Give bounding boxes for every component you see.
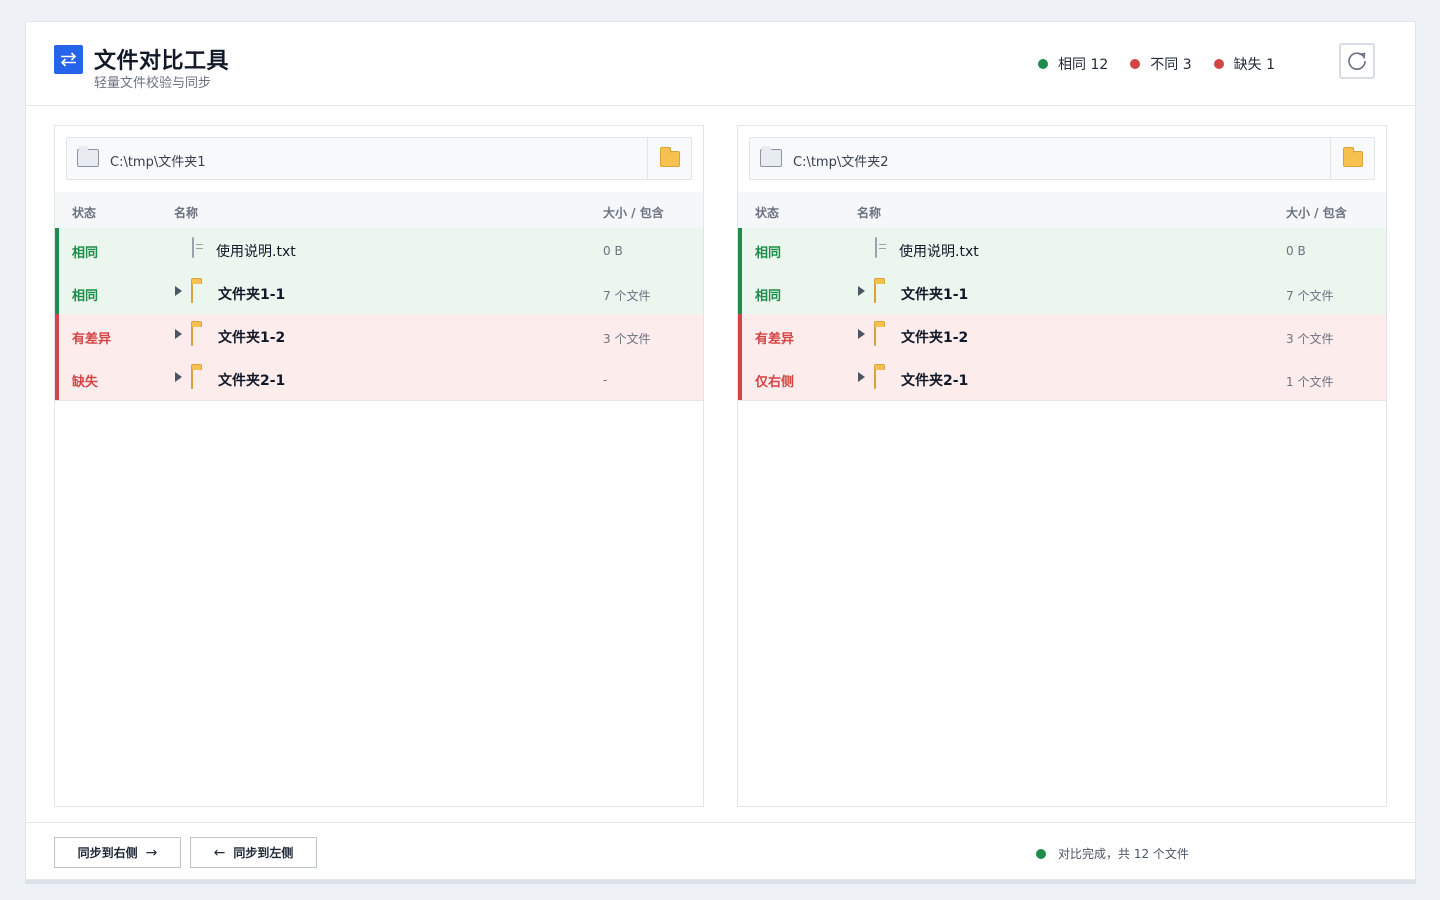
folder-icon (874, 368, 876, 389)
sync-to-left-label: 同步到左侧 (233, 846, 294, 860)
row-name: 文件夹2-1 (218, 373, 286, 389)
stat-missing: 缺失 1 (1213, 54, 1275, 74)
footer-bar: 同步到右侧 → ← 同步到左侧 对比完成，共 12 个文件 (26, 822, 1415, 880)
row-status: 相同 (755, 246, 782, 261)
row-name: 文件夹1-2 (901, 330, 969, 346)
row-name: 文件夹2-1 (901, 373, 969, 389)
status-dot-icon (1038, 59, 1049, 69)
refresh-icon (1348, 52, 1366, 70)
status-dot-icon (1036, 848, 1046, 859)
file-icon (875, 237, 877, 258)
row-size: 0 B (603, 244, 623, 258)
expand-triangle-icon[interactable] (858, 329, 865, 339)
stat-different: 不同 3 (1130, 54, 1192, 74)
sync-to-left-button[interactable]: ← 同步到左侧 (190, 837, 317, 868)
table-row[interactable]: 相同 使用说明.txt 0 B (55, 228, 703, 271)
swap-arrows-icon (54, 45, 83, 74)
folder-icon (874, 325, 876, 346)
table-row[interactable]: 相同 使用说明.txt 0 B (738, 228, 1386, 271)
row-status: 仅右侧 (755, 375, 795, 390)
right-path-bar[interactable]: C:\tmp\文件夹2 (749, 137, 1375, 180)
folder-icon (191, 325, 193, 346)
column-name: 名称 (174, 206, 199, 220)
arrow-right-icon: → (145, 844, 158, 861)
status-dot-icon (1130, 59, 1141, 69)
row-size: - (603, 373, 608, 387)
file-icon (192, 237, 194, 258)
expand-triangle-icon[interactable] (175, 372, 182, 382)
row-size: 7 个文件 (1286, 289, 1334, 303)
row-name: 使用说明.txt (216, 244, 296, 260)
sync-to-right-button[interactable]: 同步到右侧 → (54, 837, 181, 868)
sync-to-right-label: 同步到右侧 (77, 846, 138, 860)
row-status: 缺失 (72, 375, 99, 390)
row-size: 3 个文件 (1286, 332, 1334, 346)
app-title: 文件对比工具 (94, 49, 230, 74)
column-status: 状态 (72, 206, 97, 220)
folder-icon (191, 368, 193, 389)
row-size: 1 个文件 (1286, 375, 1334, 389)
left-path-text: C:\tmp\文件夹1 (110, 155, 206, 170)
stat-missing-label: 缺失 1 (1233, 57, 1275, 73)
right-path-text: C:\tmp\文件夹2 (793, 155, 889, 170)
column-size: 大小 / 包含 (1286, 206, 1347, 220)
table-row[interactable]: 相同 文件夹1-1 7 个文件 (55, 271, 703, 314)
refresh-button[interactable] (1339, 43, 1375, 79)
column-size: 大小 / 包含 (603, 206, 664, 220)
divider (55, 400, 703, 401)
status-dot-icon (1213, 59, 1224, 69)
table-row[interactable]: 有差异 文件夹1-2 3 个文件 (55, 314, 703, 357)
table-row[interactable]: 相同 文件夹1-1 7 个文件 (738, 271, 1386, 314)
row-status: 相同 (755, 289, 782, 304)
browse-folder-button[interactable] (1330, 138, 1374, 179)
left-panel: C:\tmp\文件夹1 状态 名称 大小 / 包含 相同 使用说明.txt 0 … (54, 125, 704, 807)
stat-different-label: 不同 3 (1150, 57, 1192, 73)
status-text: 对比完成，共 12 个文件 (1058, 847, 1189, 861)
row-size: 7 个文件 (603, 289, 651, 303)
row-status: 有差异 (72, 332, 112, 347)
row-name: 文件夹1-1 (218, 287, 286, 303)
drive-icon (760, 146, 782, 167)
table-header: 状态 名称 大小 / 包含 (55, 192, 703, 228)
stat-same: 相同 12 (1038, 54, 1108, 74)
arrow-left-icon: ← (213, 844, 226, 861)
divider (738, 400, 1386, 401)
folder-icon (191, 282, 193, 303)
expand-triangle-icon[interactable] (175, 329, 182, 339)
app-header: 文件对比工具 轻量文件校验与同步 相同 12 不同 3 缺失 1 (26, 22, 1415, 106)
browse-folder-button[interactable] (647, 138, 691, 179)
folder-icon (874, 282, 876, 303)
expand-triangle-icon[interactable] (858, 372, 865, 382)
column-status: 状态 (755, 206, 780, 220)
expand-triangle-icon[interactable] (175, 286, 182, 296)
right-file-list: 相同 使用说明.txt 0 B 相同 文件夹1-1 7 个文件 有差异 文件夹1… (738, 228, 1386, 401)
table-row[interactable]: 仅右侧 文件夹2-1 1 个文件 (738, 357, 1386, 400)
row-name: 文件夹1-2 (218, 330, 286, 346)
expand-triangle-icon[interactable] (858, 286, 865, 296)
table-row[interactable]: 缺失 文件夹2-1 - (55, 357, 703, 400)
folder-icon (659, 146, 680, 167)
left-path-bar[interactable]: C:\tmp\文件夹1 (66, 137, 692, 180)
app-subtitle: 轻量文件校验与同步 (94, 76, 212, 91)
column-name: 名称 (857, 206, 882, 220)
right-panel: C:\tmp\文件夹2 状态 名称 大小 / 包含 相同 使用说明.txt 0 … (737, 125, 1387, 807)
drive-icon (77, 146, 99, 167)
comparison-stats: 相同 12 不同 3 缺失 1 (1038, 54, 1275, 74)
row-name: 文件夹1-1 (901, 287, 969, 303)
folder-icon (1342, 146, 1363, 167)
status-message: 对比完成，共 12 个文件 (1036, 845, 1189, 862)
row-size: 3 个文件 (603, 332, 651, 346)
row-name: 使用说明.txt (899, 244, 979, 260)
app-window: 文件对比工具 轻量文件校验与同步 相同 12 不同 3 缺失 1 (25, 21, 1416, 880)
row-status: 相同 (72, 246, 99, 261)
table-header: 状态 名称 大小 / 包含 (738, 192, 1386, 228)
row-status: 有差异 (755, 332, 795, 347)
row-status: 相同 (72, 289, 99, 304)
left-file-list: 相同 使用说明.txt 0 B 相同 文件夹1-1 7 个文件 有差异 文件夹1… (55, 228, 703, 401)
row-size: 0 B (1286, 244, 1306, 258)
stat-same-label: 相同 12 (1058, 57, 1109, 73)
table-row[interactable]: 有差异 文件夹1-2 3 个文件 (738, 314, 1386, 357)
